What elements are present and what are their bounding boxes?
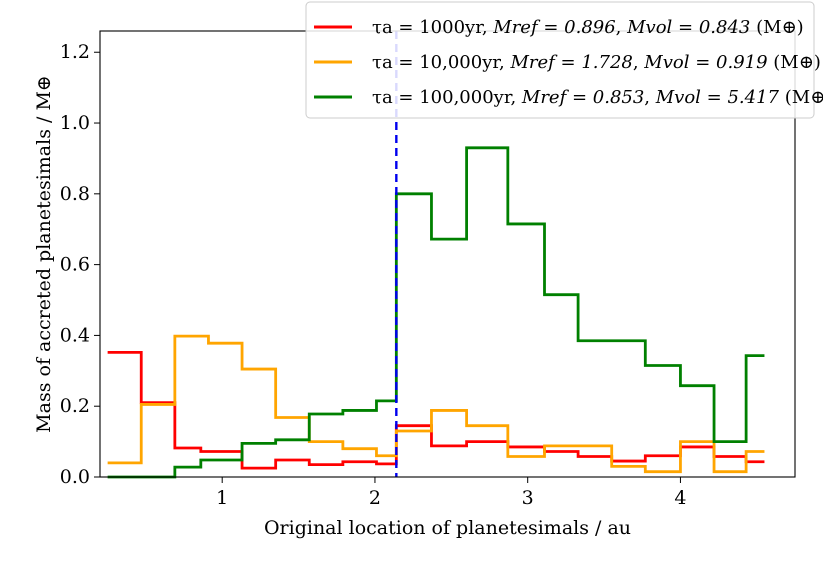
y-axis-label: Mass of accreted planetesimals / M⊕ — [33, 75, 55, 433]
y-tick-label: 1.2 — [60, 41, 90, 63]
legend-label: τa = 10,000yr, Mref = 1.728, Mvol = 0.91… — [372, 52, 821, 73]
y-axis: 0.0 0.2 0.4 0.6 0.8 1.0 1.2 — [60, 41, 100, 488]
series-line-1 — [107, 351, 765, 470]
y-tick-label: 0.0 — [60, 466, 90, 488]
series-line-3 — [107, 146, 765, 479]
y-tick-label: 0.2 — [60, 395, 90, 417]
series-layer — [107, 146, 765, 479]
x-axis: 1 2 3 4 — [216, 477, 686, 509]
legend: τa = 1000yr, Mref = 0.896, Mvol = 0.843 … — [305, 1, 823, 119]
y-tick-label: 0.8 — [60, 183, 90, 205]
y-tick-label: 0.6 — [60, 254, 90, 276]
series-line-2 — [107, 334, 765, 474]
y-tick-label: 1.0 — [60, 112, 90, 134]
y-tick-label: 0.4 — [60, 324, 90, 346]
legend-box — [305, 1, 815, 119]
x-tick-label: 1 — [216, 487, 228, 509]
x-axis-label: Original location of planetesimals / au — [264, 517, 631, 539]
legend-label: τa = 100,000yr, Mref = 0.853, Mvol = 5.4… — [372, 87, 823, 108]
x-tick-label: 2 — [369, 487, 381, 509]
x-tick-label: 3 — [522, 487, 534, 509]
legend-label: τa = 1000yr, Mref = 0.896, Mvol = 0.843 … — [372, 17, 804, 38]
x-tick-label: 4 — [674, 487, 686, 509]
